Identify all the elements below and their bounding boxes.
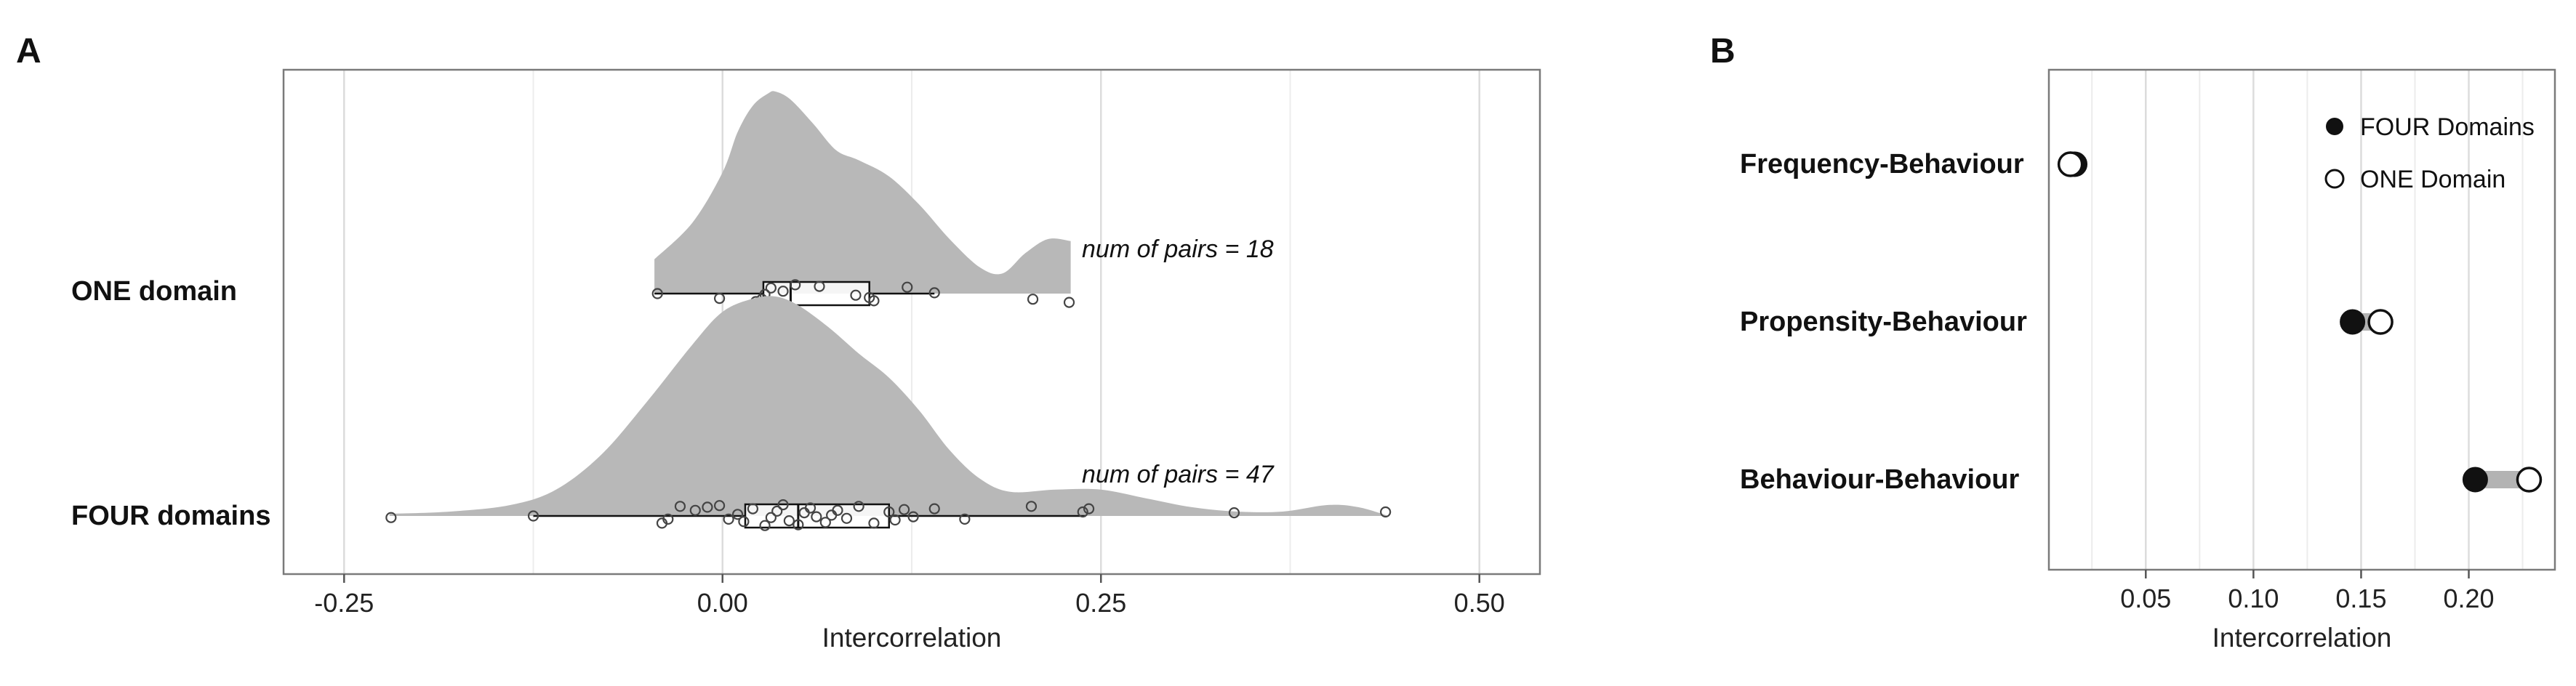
data-point xyxy=(928,503,940,514)
panel-b-x-ticks: 0.05 0.10 0.15 0.20 xyxy=(2120,570,2495,613)
data-point xyxy=(1025,501,1038,512)
annotation-one-domain: num of pairs = 18 xyxy=(1082,235,1274,263)
x-tick-label: 0.15 xyxy=(2335,584,2386,613)
data-point xyxy=(811,511,822,522)
x-tick-label: -0.25 xyxy=(314,588,374,618)
point-one-domain xyxy=(2367,309,2394,335)
panel-a: A -0.25 0.00 0.25 0.50 ONE domain FOUR doma… xyxy=(16,32,1541,653)
category-label-one-domain: ONE domain xyxy=(71,276,237,307)
data-point xyxy=(889,514,901,526)
data-point xyxy=(790,279,801,291)
category-label-behaviour-behaviour: Behaviour-Behaviour xyxy=(1740,464,2020,495)
data-point xyxy=(771,505,783,517)
data-point xyxy=(777,286,789,297)
data-point xyxy=(804,502,816,514)
panel-b-frame xyxy=(2047,68,2556,571)
x-tick-label: 0.10 xyxy=(2228,584,2279,613)
raincloud-four-domains xyxy=(385,296,1392,531)
category-label-four-domains: FOUR domains xyxy=(71,501,270,531)
data-point xyxy=(702,501,713,513)
data-point xyxy=(723,513,734,525)
legend-filled-marker xyxy=(2326,118,2343,135)
x-tick-label: 0.00 xyxy=(697,588,748,618)
data-point xyxy=(907,511,919,522)
panel-a-letter: A xyxy=(16,32,41,70)
data-point xyxy=(1027,294,1039,305)
data-point xyxy=(853,501,864,512)
category-label-frequency-behaviour: Frequency-Behaviour xyxy=(1740,149,2024,179)
data-point xyxy=(1063,296,1075,308)
dumbbell-row xyxy=(2340,309,2394,335)
panel-a-clouds xyxy=(385,91,1392,531)
data-point xyxy=(959,513,971,525)
point-four-domains xyxy=(2462,467,2488,493)
data-point xyxy=(738,516,750,528)
point-four-domains xyxy=(2340,309,2366,335)
data-point xyxy=(662,513,674,525)
raincloud-one-domain xyxy=(651,91,1075,308)
point-one-domain xyxy=(2057,151,2084,177)
data-point xyxy=(1083,503,1095,514)
panel-b-x-axis-title: Intercorrelation xyxy=(2212,623,2392,653)
legend-label-one-domain: ONE Domain xyxy=(2360,166,2505,193)
panel-b-grid xyxy=(2091,70,2524,570)
panel-a-frame xyxy=(282,68,1541,576)
annotation-four-domains: num of pairs = 47 xyxy=(1082,461,1275,488)
panel-a-x-axis-title: Intercorrelation xyxy=(822,623,1002,653)
panel-b: B 0.05 0.10 0.15 0.20 Frequency-Behaviour P… xyxy=(1710,32,2556,653)
data-point xyxy=(819,517,831,528)
data-point xyxy=(928,287,940,299)
x-tick-label: 0.50 xyxy=(1454,588,1505,618)
data-point xyxy=(902,281,913,293)
data-point xyxy=(759,520,771,531)
data-point xyxy=(731,509,744,520)
data-point xyxy=(868,295,880,307)
data-point xyxy=(689,504,701,516)
data-point xyxy=(674,501,686,512)
data-point xyxy=(832,504,843,516)
data-point xyxy=(814,281,825,292)
data-point xyxy=(713,500,726,512)
data-point xyxy=(783,514,795,527)
x-tick-label: 0.20 xyxy=(2443,584,2494,613)
legend: FOUR Domains ONE Domain xyxy=(2324,113,2535,193)
data-point xyxy=(840,512,853,524)
legend-open-marker xyxy=(2324,169,2345,189)
data-point xyxy=(765,282,777,294)
data-point xyxy=(1380,506,1392,518)
data-point xyxy=(527,510,539,522)
data-point xyxy=(713,293,726,304)
data-point xyxy=(850,289,862,301)
data-point xyxy=(747,503,758,514)
density-area xyxy=(654,91,1071,294)
data-point xyxy=(651,288,663,299)
panel-b-dumbbells xyxy=(2057,151,2543,493)
legend-label-four-domains: FOUR Domains xyxy=(2360,113,2535,141)
category-label-propensity-behaviour: Propensity-Behaviour xyxy=(1740,307,2027,337)
data-point xyxy=(1228,507,1240,519)
dumbbell-row xyxy=(2057,151,2088,177)
data-point xyxy=(1077,506,1088,518)
data-point xyxy=(868,517,880,529)
dumbbell-row xyxy=(2462,467,2543,493)
data-point xyxy=(898,504,910,515)
panel-a-x-ticks: -0.25 0.00 0.25 0.50 xyxy=(314,574,1505,618)
data-point xyxy=(777,499,789,511)
data-point xyxy=(385,512,397,523)
data-point xyxy=(765,512,777,523)
data-point xyxy=(793,519,804,530)
x-tick-label: 0.05 xyxy=(2120,584,2171,613)
x-tick-label: 0.25 xyxy=(1075,588,1126,618)
point-one-domain xyxy=(2516,467,2543,493)
data-point xyxy=(883,506,895,518)
panel-b-letter: B xyxy=(1710,32,1736,70)
density-area xyxy=(389,296,1389,516)
